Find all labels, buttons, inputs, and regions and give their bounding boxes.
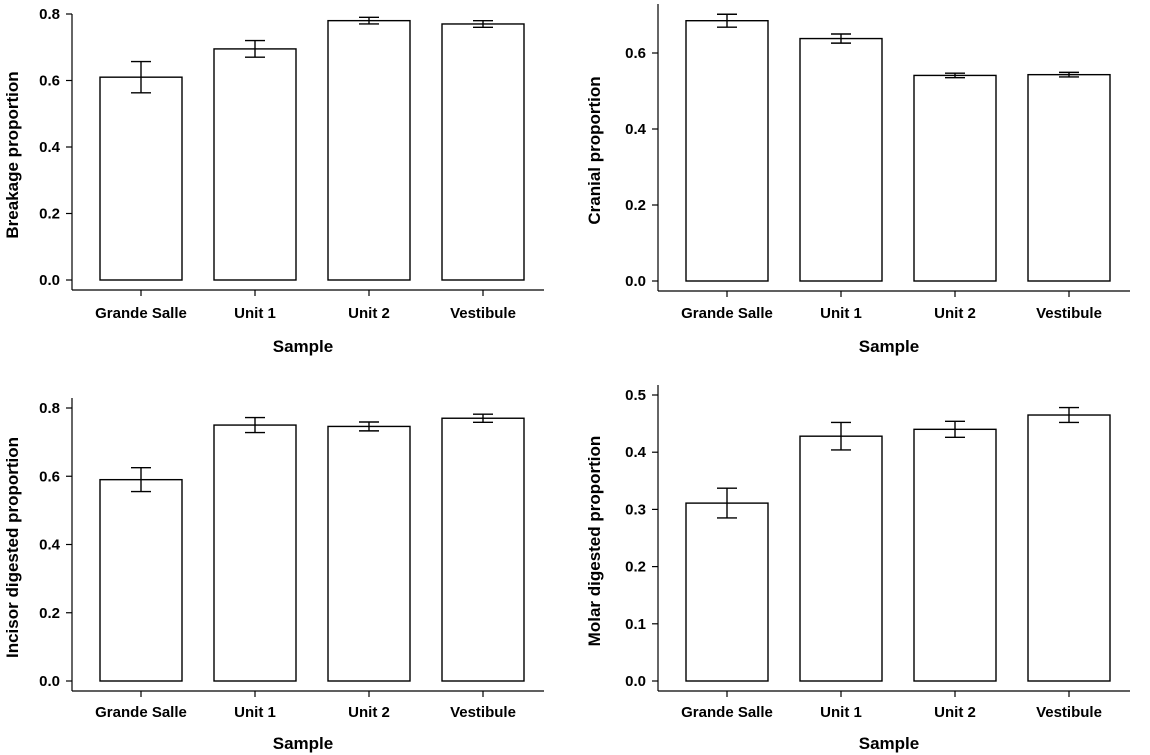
x-axis-title: Sample xyxy=(859,337,919,356)
bar-unit-2 xyxy=(327,19,411,281)
bar-unit-2 xyxy=(327,425,411,682)
x-tick-label: Vestibule xyxy=(1036,704,1102,721)
x-tick-label: Vestibule xyxy=(450,704,516,721)
y-tick-label: 0.4 xyxy=(39,139,61,156)
x-tick-label: Grande Salle xyxy=(95,305,187,322)
y-tick-label: 0.2 xyxy=(625,559,646,576)
chart-panel-4: 0.0 0.1 0.2 0.3 0.4 0.5 Grande Salle Unit 1 Unit… xyxy=(585,385,1130,753)
chart-panel-3: 0.0 0.2 0.4 0.6 0.8 Grande Salle Unit 1 Unit 2 V… xyxy=(3,398,544,753)
x-tick-label: Unit 2 xyxy=(348,305,390,322)
bar-unit-1 xyxy=(213,48,297,281)
bar-grande-salle xyxy=(685,20,769,282)
x-axis-title: Sample xyxy=(273,734,333,753)
y-tick-label: 0.4 xyxy=(625,121,647,138)
y-axis-title: Molar digested proportion xyxy=(585,436,604,647)
y-tick-label: 0.1 xyxy=(625,616,646,633)
chart-panel-1: 0.0 0.2 0.4 0.6 0.8 Grande Salle Unit 1 Unit 2 V… xyxy=(3,6,544,356)
x-tick-label: Unit 1 xyxy=(820,704,862,721)
x-tick-label: Unit 2 xyxy=(348,704,390,721)
y-axis-title: Incisor digested proportion xyxy=(3,437,22,658)
bar-grande-salle xyxy=(99,478,183,682)
x-tick-label: Vestibule xyxy=(1036,305,1102,322)
x-tick-label: Unit 1 xyxy=(234,305,276,322)
bar-vestibule xyxy=(1027,414,1111,682)
chart-panel-2: 0.0 0.2 0.4 0.6 Grande Salle Unit 1 Unit 2 Vest… xyxy=(585,4,1130,356)
y-axis-title: Cranial proportion xyxy=(585,76,604,224)
bar-unit-2 xyxy=(913,74,997,282)
x-tick-label: Unit 1 xyxy=(820,305,862,322)
y-tick-label: 0.2 xyxy=(39,206,60,223)
y-tick-label: 0.8 xyxy=(39,6,60,23)
bar-unit-1 xyxy=(213,424,297,682)
bar-vestibule xyxy=(1027,73,1111,282)
y-tick-label: 0.4 xyxy=(39,537,61,554)
y-axis-title: Breakage proportion xyxy=(3,71,22,238)
bar-grande-salle xyxy=(685,502,769,682)
bar-vestibule xyxy=(441,417,525,682)
bar-unit-2 xyxy=(913,428,997,682)
y-tick-label: 0.0 xyxy=(39,272,60,289)
bar-unit-1 xyxy=(799,435,883,682)
y-tick-label: 0.0 xyxy=(625,273,646,290)
x-tick-label: Grande Salle xyxy=(681,305,773,322)
bar-grande-salle xyxy=(99,76,183,281)
x-tick-label: Unit 2 xyxy=(934,305,976,322)
x-tick-label: Unit 2 xyxy=(934,704,976,721)
x-tick-label: Unit 1 xyxy=(234,704,276,721)
x-tick-label: Grande Salle xyxy=(95,704,187,721)
y-tick-label: 0.5 xyxy=(625,387,646,404)
bar-unit-1 xyxy=(799,37,883,282)
x-tick-label: Vestibule xyxy=(450,305,516,322)
x-axis-title: Sample xyxy=(273,337,333,356)
y-tick-label: 0.6 xyxy=(625,45,646,62)
y-tick-label: 0.3 xyxy=(625,501,646,518)
y-tick-label: 0.2 xyxy=(39,605,60,622)
y-tick-label: 0.6 xyxy=(39,73,60,90)
y-tick-label: 0.4 xyxy=(625,444,647,461)
y-tick-label: 0.6 xyxy=(39,468,60,485)
y-tick-label: 0.0 xyxy=(39,673,60,690)
y-tick-label: 0.8 xyxy=(39,400,60,417)
bar-vestibule xyxy=(441,23,525,281)
y-tick-label: 0.0 xyxy=(625,673,646,690)
x-axis-title: Sample xyxy=(859,734,919,753)
x-tick-label: Grande Salle xyxy=(681,704,773,721)
y-tick-label: 0.2 xyxy=(625,197,646,214)
